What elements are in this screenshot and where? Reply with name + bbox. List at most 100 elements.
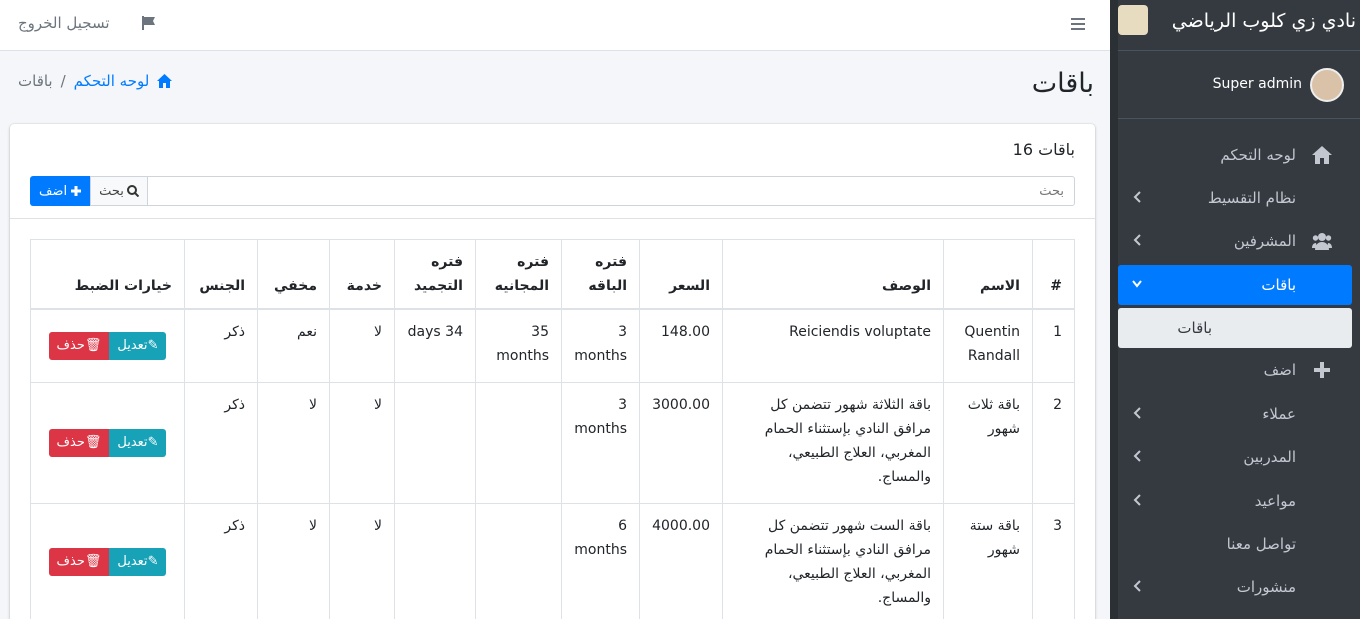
delete-button[interactable]: 🗑حذف bbox=[48, 331, 110, 360]
column-header: فتره التجميد bbox=[394, 239, 476, 310]
scrollbar bbox=[1110, 0, 1118, 619]
table-cell: 1 bbox=[1032, 308, 1075, 383]
menu-arrow bbox=[1132, 493, 1142, 507]
page-title: باقات bbox=[1031, 68, 1094, 99]
column-header: فتره المجانيه bbox=[475, 239, 562, 310]
table-cell: باقة ستة شهور bbox=[943, 502, 1033, 619]
table-cell: 2 bbox=[1032, 381, 1075, 504]
packages-table: # الاسم الوصف السعر فتره الباقه فتره المجانيه… bbox=[30, 239, 1075, 619]
edit-icon: ✎ bbox=[147, 434, 159, 450]
chevron bbox=[1133, 494, 1141, 506]
table-row: 1 Quentin Randall Reiciendis voluptate 148.… bbox=[30, 308, 1075, 383]
menu-item[interactable]: باقات bbox=[1118, 308, 1352, 348]
column-header: الاسم bbox=[943, 239, 1033, 310]
column-header: خدمة bbox=[329, 239, 395, 310]
table-cell: باقة الثلاثة شهور تتضمن كل مرافق النادي … bbox=[722, 381, 944, 504]
menu-toggle[interactable] bbox=[1071, 17, 1085, 31]
menu-item[interactable]: لوحه التحكم bbox=[1118, 135, 1352, 175]
edit-button[interactable]: ✎تعديل bbox=[109, 331, 167, 360]
table-body: 1 Quentin Randall Reiciendis voluptate 148.… bbox=[30, 308, 1075, 619]
top-navbar: تسجيل الخروج bbox=[0, 0, 1110, 51]
column-header: الجنس bbox=[184, 239, 258, 310]
add-button[interactable]: اضف bbox=[30, 176, 90, 206]
divider bbox=[10, 218, 1095, 219]
column-header: مخفي bbox=[257, 239, 330, 310]
menu-arrow bbox=[1132, 277, 1142, 291]
table-cell: 35 months bbox=[475, 308, 562, 383]
brand-text: نادي زي كلوب الرياضي bbox=[1171, 10, 1356, 32]
delete-button[interactable]: 🗑حذف bbox=[48, 547, 110, 576]
menu-icon bbox=[1312, 231, 1332, 251]
table-cell: لا bbox=[329, 502, 395, 619]
menu-label: باقات bbox=[1261, 276, 1296, 294]
edit-icon: ✎ bbox=[147, 337, 159, 353]
icon bbox=[1314, 362, 1330, 378]
chevron bbox=[1132, 280, 1142, 288]
menu-item[interactable]: عملاء bbox=[1118, 394, 1352, 434]
brand: نادي زي كلوب الرياضي bbox=[1118, 0, 1360, 51]
flag-icon[interactable] bbox=[141, 16, 157, 30]
table-cell: 4000.00 bbox=[639, 502, 723, 619]
menu-label: اضف bbox=[1263, 361, 1296, 379]
user-name[interactable]: Super admin bbox=[1212, 76, 1302, 92]
table-cell: لا bbox=[329, 381, 395, 504]
table-cell bbox=[475, 381, 562, 504]
menu-arrow bbox=[1132, 190, 1142, 204]
icon bbox=[1312, 146, 1332, 164]
menu-arrow bbox=[1132, 449, 1142, 463]
table-cell: باقة الست شهور تتضمن كل مرافق النادي بإس… bbox=[722, 502, 944, 619]
breadcrumb-link[interactable]: لوحه التحكم bbox=[73, 72, 150, 90]
add-label: اضف bbox=[38, 183, 68, 199]
icon bbox=[1312, 233, 1332, 250]
column-header: السعر bbox=[639, 239, 723, 310]
chevron bbox=[1133, 191, 1141, 203]
search-icon bbox=[126, 185, 139, 197]
breadcrumb-sep: / bbox=[60, 72, 66, 90]
table-cell: 148.00 bbox=[639, 308, 723, 383]
breadcrumb: لوحه التحكم / باقات bbox=[18, 72, 173, 90]
menu-label: باقات bbox=[1177, 319, 1212, 337]
menu-label: المدربين bbox=[1243, 448, 1296, 466]
menu-item[interactable]: مواعيد bbox=[1118, 481, 1352, 521]
menu-arrow bbox=[1132, 233, 1142, 247]
menu-item[interactable]: المشرفين bbox=[1118, 221, 1352, 261]
column-header: خيارات الضبط bbox=[30, 239, 185, 310]
menu-arrow bbox=[1132, 406, 1142, 420]
home-icon bbox=[157, 74, 173, 88]
menu-label: منشورات bbox=[1236, 578, 1296, 596]
brand-logo bbox=[1118, 5, 1148, 35]
delete-icon: 🗑 bbox=[84, 337, 102, 353]
table-cell: لا bbox=[329, 308, 395, 383]
search-button[interactable]: بحث bbox=[90, 176, 148, 206]
menu-item[interactable]: اضف bbox=[1118, 350, 1352, 390]
menu-item[interactable]: منشورات bbox=[1118, 567, 1352, 607]
delete-button[interactable]: 🗑حذف bbox=[48, 428, 110, 457]
menu-item[interactable]: تواصل معنا bbox=[1118, 524, 1352, 564]
menu-item[interactable]: باقات bbox=[1118, 265, 1352, 305]
table-cell: باقة ثلاث شهور bbox=[943, 381, 1033, 504]
delete-icon: 🗑 bbox=[84, 553, 102, 569]
menu-item[interactable]: المدربين bbox=[1118, 437, 1352, 477]
edit-button[interactable]: ✎تعديل bbox=[109, 428, 167, 457]
column-header: الوصف bbox=[722, 239, 944, 310]
menu-arrow bbox=[1132, 579, 1142, 593]
edit-button[interactable]: ✎تعديل bbox=[109, 547, 167, 576]
table-cell: Quentin Randall bbox=[943, 308, 1033, 383]
table-row: 2 باقة ثلاث شهور باقة الثلاثة شهور تتضمن ك… bbox=[30, 381, 1075, 504]
menu-icon bbox=[1312, 145, 1332, 165]
button-group: ✎تعديل 🗑حذف bbox=[48, 547, 167, 576]
chevron bbox=[1133, 407, 1141, 419]
table-cell bbox=[475, 502, 562, 619]
menu-item[interactable]: نظام التقسيط bbox=[1118, 178, 1352, 218]
table-cell: ذكر bbox=[184, 308, 258, 383]
logout-link[interactable]: تسجيل الخروج bbox=[18, 14, 110, 32]
chevron bbox=[1133, 234, 1141, 246]
search-input[interactable] bbox=[147, 176, 1075, 206]
table-cell: ذكر bbox=[184, 381, 258, 504]
table-cell: 6 months bbox=[561, 502, 640, 619]
table-cell: 3 months bbox=[561, 308, 640, 383]
edit-label: تعديل bbox=[117, 434, 148, 450]
table-cell bbox=[394, 381, 476, 504]
actions-cell: ✎تعديل 🗑حذف bbox=[30, 308, 185, 383]
